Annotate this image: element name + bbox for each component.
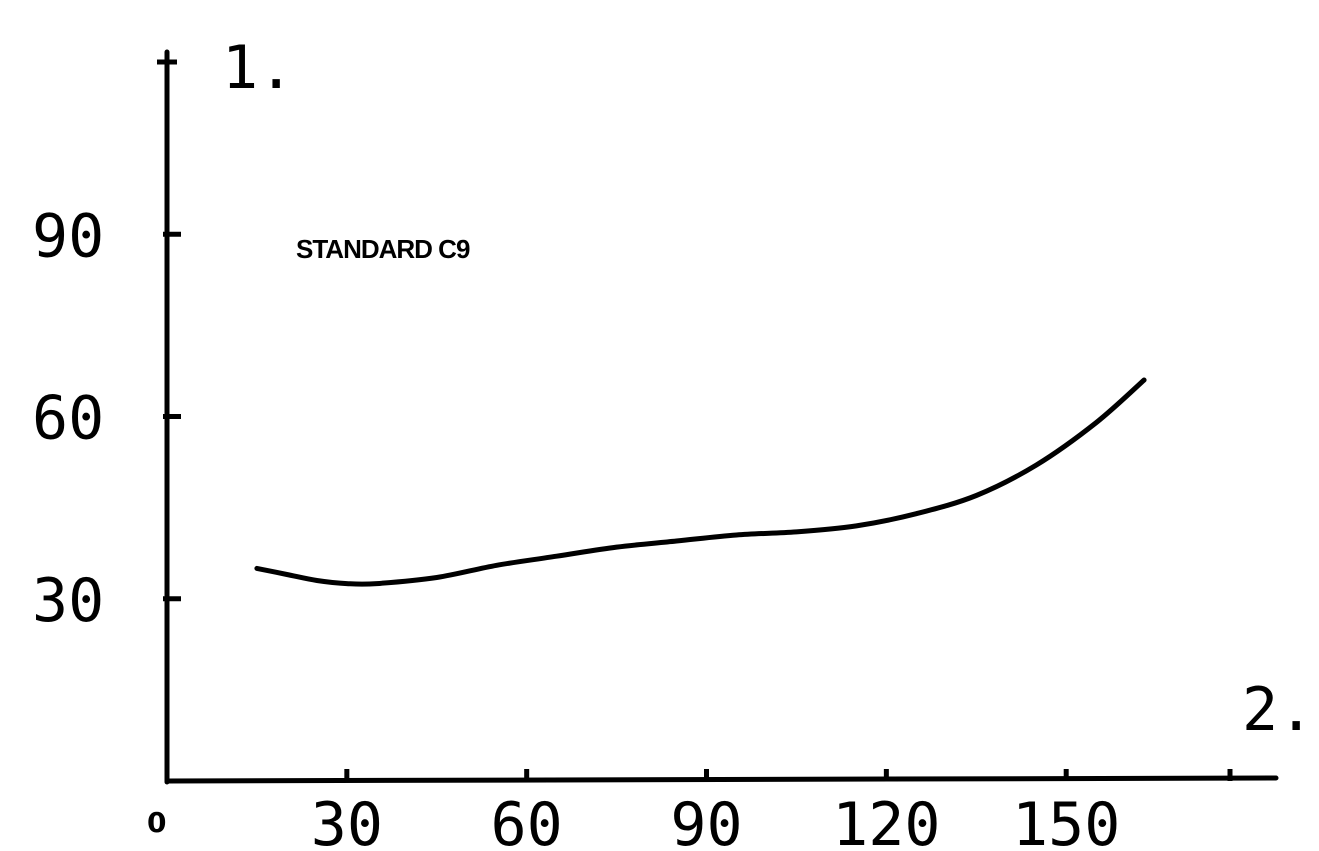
origin-label: 0 bbox=[147, 806, 166, 839]
x-tick-label: 30 bbox=[311, 790, 383, 851]
series-group bbox=[254, 377, 1147, 587]
x-tick-label: 150 bbox=[1012, 790, 1120, 851]
y-axis-marker: 1. bbox=[222, 33, 294, 103]
y-tick-label: 30 bbox=[32, 566, 104, 636]
axes bbox=[164, 49, 1279, 785]
x-axis-line bbox=[164, 775, 1279, 784]
x-tick-label: 90 bbox=[670, 790, 742, 851]
y-tick-label: 60 bbox=[32, 384, 104, 454]
y-tick-label: 90 bbox=[32, 201, 104, 271]
series-label-standard-c9: STANDARD C9 bbox=[296, 234, 470, 264]
series-line-standard-c9 bbox=[254, 377, 1147, 587]
ticks bbox=[157, 59, 1233, 781]
x-tick-labels: 30 60 90 120 150 bbox=[311, 790, 1121, 851]
x-tick-label: 120 bbox=[832, 790, 940, 851]
x-tick-label: 60 bbox=[491, 790, 563, 851]
x-axis-marker: 2. bbox=[1242, 675, 1314, 745]
y-tick-labels: 30 60 90 bbox=[32, 201, 104, 636]
